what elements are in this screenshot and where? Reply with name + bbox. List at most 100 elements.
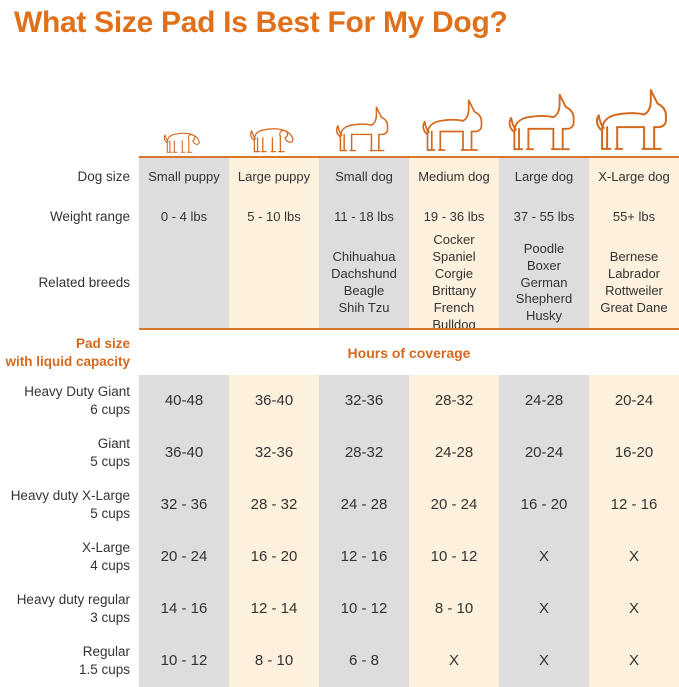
dog-icon-row xyxy=(0,68,679,156)
dog-pad-size-chart: Dog size Small puppy Large puppy Small dog… xyxy=(0,68,679,687)
coverage-hours-cell: 10 - 12 xyxy=(139,635,229,687)
large-dog-icon xyxy=(499,68,589,156)
pad-size-label-line1: Pad size xyxy=(75,335,130,351)
related-breeds-label: Related breeds xyxy=(38,275,130,291)
breed-name: Shih Tzu xyxy=(338,299,390,315)
pad-size-capacity: 5 cups xyxy=(90,506,130,521)
dog-size-cell: Large puppy xyxy=(229,158,319,196)
weight-range-cell: 19 - 36 lbs xyxy=(409,196,499,238)
coverage-hours-cell: 36-40 xyxy=(229,375,319,427)
weight-range-cell: 37 - 55 lbs xyxy=(499,196,589,238)
related-breeds-cell: Cocker Spaniel Corgie Brittany French Bulld… xyxy=(409,232,499,332)
coverage-hours-cell: X xyxy=(499,531,589,583)
breed-name: Rottweiler xyxy=(605,283,663,298)
breed-name: Poodle xyxy=(523,240,565,256)
pad-size-capacity: 6 cups xyxy=(90,402,130,417)
pad-size-row: Giant 5 cups 36-40 32-36 28-32 24-28 20-24 16-2… xyxy=(0,427,679,479)
mid-rule xyxy=(0,328,679,330)
pad-size-name: Regular xyxy=(82,644,130,660)
breed-name: Corgie xyxy=(434,266,474,282)
breed-name: Boxer xyxy=(527,257,561,273)
breed-name: Brittany xyxy=(431,283,477,298)
coverage-hours-cell: 12 - 16 xyxy=(589,479,679,531)
small-dog-icon xyxy=(319,68,409,156)
pad-size-value-cells: 40-48 36-40 32-36 28-32 24-28 20-24 xyxy=(139,375,679,427)
pad-size-row-label: Heavy Duty Giant 6 cups xyxy=(0,375,139,427)
pad-size-capacity: 4 cups xyxy=(90,558,130,573)
pad-size-value-cells: 32 - 36 28 - 32 24 - 28 20 - 24 16 - 20 12 - … xyxy=(139,479,679,531)
coverage-hours-cell: 12 - 16 xyxy=(319,531,409,583)
coverage-hours-cell: 24-28 xyxy=(499,375,589,427)
breed-name: Labrador xyxy=(607,266,661,282)
related-breeds-cell: Bernese Labrador Rottweiler Great Dane xyxy=(589,238,679,328)
coverage-hours-cell: 8 - 10 xyxy=(409,583,499,635)
weight-range-cell: 5 - 10 lbs xyxy=(229,196,319,238)
pad-size-row: Heavy duty regular 3 cups 14 - 16 12 - 14 10… xyxy=(0,583,679,635)
coverage-hours-cell: 40-48 xyxy=(139,375,229,427)
pad-size-capacity: 3 cups xyxy=(90,610,130,625)
coverage-hours-cell: 32 - 36 xyxy=(139,479,229,531)
dog-size-cells: Small puppy Large puppy Small dog Medium do… xyxy=(139,158,679,196)
dog-size-cell: Small dog xyxy=(319,158,409,196)
dog-icon-cells xyxy=(139,68,679,156)
coverage-hours-cell: 16 - 20 xyxy=(499,479,589,531)
coverage-hours-cell: 32-36 xyxy=(229,427,319,479)
coverage-hours-cell: X xyxy=(499,635,589,687)
coverage-hours-cell: 20 - 24 xyxy=(409,479,499,531)
coverage-hours-cell: 32-36 xyxy=(319,375,409,427)
dog-size-cell: Large dog xyxy=(499,158,589,196)
medium-dog-icon xyxy=(409,68,499,156)
coverage-hours-cell: 36-40 xyxy=(139,427,229,479)
dog-size-cell: Medium dog xyxy=(409,158,499,196)
coverage-hours-cell: 20 - 24 xyxy=(139,531,229,583)
coverage-hours-cell: X xyxy=(499,583,589,635)
pad-size-capacity: 5 cups xyxy=(90,454,130,469)
dog-size-cell: X-Large dog xyxy=(589,158,679,196)
xlarge-dog-icon xyxy=(589,68,679,156)
weight-range-cell: 11 - 18 lbs xyxy=(319,196,409,238)
pad-size-value-cells: 20 - 24 16 - 20 12 - 16 10 - 12 X X xyxy=(139,531,679,583)
weight-range-cell: 55+ lbs xyxy=(589,196,679,238)
coverage-hours-cell: 24 - 28 xyxy=(319,479,409,531)
pad-size-name: Giant xyxy=(97,436,130,452)
breed-name: Chihuahua xyxy=(332,249,396,265)
pad-size-label: Pad size with liquid capacity xyxy=(0,330,139,375)
weight-range-cells: 0 - 4 lbs 5 - 10 lbs 11 - 18 lbs 19 - 36 lb… xyxy=(139,196,679,238)
hours-of-coverage-row: Pad size with liquid capacity Hours of c… xyxy=(0,330,679,375)
coverage-hours-cell: X xyxy=(589,635,679,687)
coverage-hours-cell: 28-32 xyxy=(319,427,409,479)
pad-size-value-cells: 36-40 32-36 28-32 24-28 20-24 16-20 xyxy=(139,427,679,479)
pad-size-name: Heavy duty regular xyxy=(16,592,130,608)
breed-name: Bernese xyxy=(609,249,659,265)
pad-size-row: Heavy Duty Giant 6 cups 40-48 36-40 32-36 28-… xyxy=(0,375,679,427)
coverage-hours-cell: X xyxy=(409,635,499,687)
dog-size-label: Dog size xyxy=(77,169,130,185)
pad-size-row-label: Giant 5 cups xyxy=(0,427,139,479)
page-title: What Size Pad Is Best For My Dog? xyxy=(14,6,508,39)
coverage-hours-cell: 8 - 10 xyxy=(229,635,319,687)
related-breeds-cell xyxy=(139,238,229,328)
related-breeds-cells: Chihuahua Dachshund Beagle Shih Tzu Cocker S… xyxy=(139,232,679,332)
breed-name: Husky xyxy=(525,308,563,324)
breed-name: German xyxy=(520,274,568,290)
hours-of-coverage-header: Hours of coverage xyxy=(139,330,679,375)
dog-size-row: Dog size Small puppy Large puppy Small dog… xyxy=(0,158,679,196)
pad-size-row-label: X-Large 4 cups xyxy=(0,531,139,583)
breed-name: Dachshund xyxy=(331,266,397,282)
coverage-hours-cell: 6 - 8 xyxy=(319,635,409,687)
coverage-hours-cell: 20-24 xyxy=(499,427,589,479)
pad-size-row: X-Large 4 cups 20 - 24 16 - 20 12 - 16 10 - 1… xyxy=(0,531,679,583)
related-breeds-row: Related breeds Chihuahua Dachshund Beagle S… xyxy=(0,232,679,332)
related-breeds-cell: Poodle Boxer German Shepherd Husky xyxy=(499,238,589,328)
coverage-hours-cell: 12 - 14 xyxy=(229,583,319,635)
weight-range-row: Weight range 0 - 4 lbs 5 - 10 lbs 11 - 18 … xyxy=(0,196,679,238)
pad-size-name: Heavy duty X-Large xyxy=(10,488,130,504)
pad-size-row-label: Regular 1.5 cups xyxy=(0,635,139,687)
coverage-hours-cell: 28 - 32 xyxy=(229,479,319,531)
coverage-hours-cell: X xyxy=(589,583,679,635)
coverage-hours-cell: 16 - 20 xyxy=(229,531,319,583)
top-rule xyxy=(0,156,679,158)
icon-row-spacer xyxy=(0,68,139,156)
